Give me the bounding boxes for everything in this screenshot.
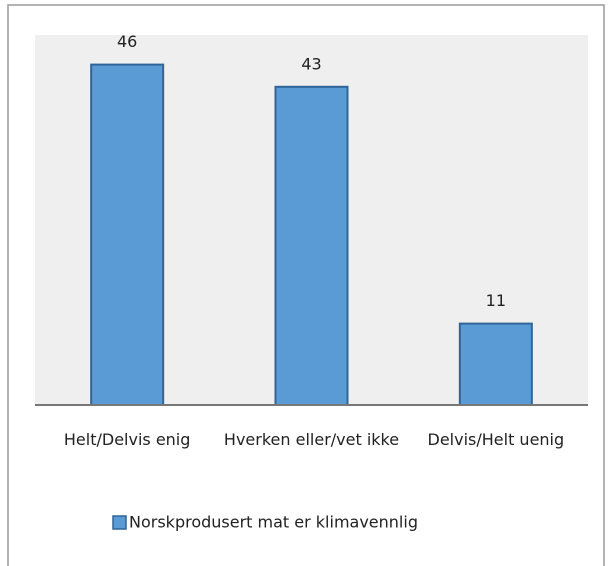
legend-label: Norskprodusert mat er klimavennlig: [129, 513, 418, 532]
data-label: 11: [486, 291, 506, 310]
x-tick-label: Delvis/Helt uenig: [427, 430, 565, 449]
bar: [458, 322, 533, 407]
data-label: 46: [117, 32, 137, 51]
chart-frame: [7, 4, 605, 566]
bar: [90, 63, 165, 406]
x-tick-label: Helt/Delvis enig: [63, 430, 191, 449]
data-label: 43: [301, 54, 321, 73]
x-tick-label: Hverken eller/vet ikke: [223, 430, 400, 449]
bar: [274, 85, 349, 407]
legend-swatch: [112, 515, 127, 530]
